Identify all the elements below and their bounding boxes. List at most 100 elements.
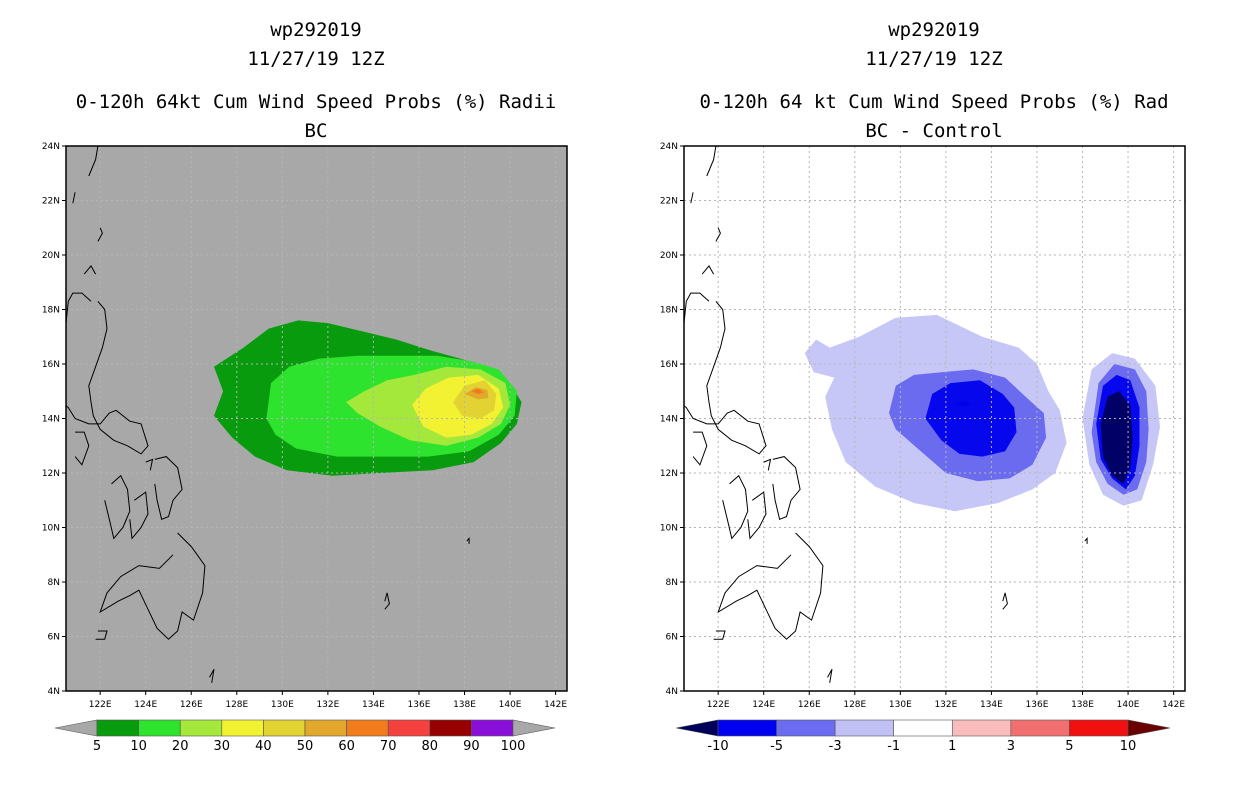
right-coastline-16 bbox=[706, 146, 717, 177]
left-legend-swatch-1 bbox=[138, 719, 181, 737]
right-legend-low-arrow bbox=[675, 719, 719, 737]
right-legend-label-7: 10 bbox=[1120, 739, 1137, 754]
left-legend-low-arrow bbox=[54, 719, 98, 737]
right-y-tick-label-4: 12N bbox=[660, 469, 678, 479]
right-contour-level-6 bbox=[955, 400, 971, 407]
left-y-tick-label-10: 24N bbox=[42, 142, 60, 152]
left-y-tick-label-4: 12N bbox=[42, 469, 60, 479]
right-subtitle-line-1: 0-120h 64 kt Cum Wind Speed Probs (%) bbox=[699, 91, 1123, 113]
right-x-tick-label-10: 142E bbox=[1162, 700, 1185, 710]
left-legend-swatch-5 bbox=[304, 719, 347, 737]
left-coastline-8 bbox=[95, 630, 108, 640]
left-legend-swatch-3 bbox=[221, 719, 264, 737]
right-coastline-6 bbox=[692, 431, 708, 466]
left-y-tick-label-5: 14N bbox=[42, 415, 60, 425]
left-legend-swatch-4 bbox=[263, 719, 306, 737]
right-y-tick-label-3: 10N bbox=[660, 524, 678, 534]
left-legend-label-9: 90 bbox=[463, 739, 480, 754]
right-coastline-11 bbox=[763, 458, 772, 471]
left-title-line-2: 11/27/19 12Z bbox=[247, 48, 385, 70]
right-subtitle-line-2: Rad BC - Control bbox=[865, 91, 1169, 142]
left-y-tick-label-6: 16N bbox=[42, 360, 60, 370]
left-legend-swatch-8 bbox=[429, 719, 472, 737]
left-subtitle-line-1: 0-120h 64kt Cum Wind Speed Probs (%) bbox=[75, 91, 488, 113]
right-legend-label-3: -1 bbox=[887, 739, 900, 754]
right-y-tick-label-0: 4N bbox=[666, 687, 678, 697]
left-x-tick-label-4: 130E bbox=[271, 700, 294, 710]
right-x-tick-label-0: 122E bbox=[707, 700, 730, 710]
left-y-tick-label-3: 10N bbox=[42, 524, 60, 534]
right-coastline-12 bbox=[1002, 592, 1008, 610]
right-legend-label-4: 1 bbox=[948, 739, 956, 754]
right-coastline-14 bbox=[1084, 537, 1088, 544]
right-legend-label-6: 5 bbox=[1065, 739, 1073, 754]
right-coastline-15 bbox=[690, 192, 694, 204]
left-x-tick-label-5: 132E bbox=[316, 700, 339, 710]
right-y-tick-label-9: 22N bbox=[660, 197, 678, 207]
left-legend-label-6: 60 bbox=[338, 739, 355, 754]
left-y-tick-label-7: 18N bbox=[42, 306, 60, 316]
right-y-tick-label-2: 8N bbox=[666, 578, 678, 588]
left-legend-label-8: 80 bbox=[422, 739, 439, 754]
left-x-tick-label-0: 122E bbox=[89, 700, 112, 710]
right-y-tick-label-10: 24N bbox=[660, 142, 678, 152]
right-legend-swatch-0 bbox=[717, 719, 777, 737]
left-coastline-6 bbox=[74, 431, 90, 466]
right-legend-label-1: -5 bbox=[770, 739, 783, 754]
left-chart-title: wp292019 11/27/19 12Z bbox=[66, 16, 566, 74]
right-contour-level-7 bbox=[1100, 391, 1133, 484]
left-coastline-10 bbox=[83, 265, 97, 275]
right-coastline-13 bbox=[827, 668, 833, 683]
left-y-tick-label-2: 8N bbox=[48, 578, 60, 588]
right-legend-swatch-6 bbox=[1069, 719, 1129, 737]
right-chart-subtitle: 0-120h 64 kt Cum Wind Speed Probs (%) Ra… bbox=[684, 88, 1184, 146]
right-y-tick-label-7: 18N bbox=[660, 306, 678, 316]
left-x-tick-label-9: 140E bbox=[499, 700, 522, 710]
left-legend-label-4: 40 bbox=[255, 739, 272, 754]
left-x-tick-label-7: 136E bbox=[408, 700, 431, 710]
right-y-tick-label-8: 20N bbox=[660, 251, 678, 261]
right-chart-title: wp292019 11/27/19 12Z bbox=[684, 16, 1184, 74]
right-y-tick-label-6: 16N bbox=[660, 360, 678, 370]
left-coastline-3 bbox=[129, 491, 149, 540]
left-coastline-16 bbox=[88, 146, 99, 177]
left-legend: 5 10 20 30 40 50 60 70 80 90 100 bbox=[54, 719, 556, 754]
right-coastline-2 bbox=[722, 474, 749, 540]
left-legend-swatch-0 bbox=[96, 719, 139, 737]
right-x-tick-label-1: 124E bbox=[752, 700, 775, 710]
right-title-line-1: wp292019 bbox=[888, 19, 980, 41]
left-plot-area bbox=[66, 146, 567, 691]
left-legend-swatch-2 bbox=[179, 719, 223, 737]
right-coastline-9 bbox=[715, 227, 721, 242]
right-coastline-5 bbox=[609, 489, 666, 571]
left-legend-label-3: 30 bbox=[214, 739, 231, 754]
left-map-panel: 122E 124E 126E 128E 130E 132E 134E 136E 138E 140E… bbox=[42, 142, 568, 754]
right-legend-label-5: 3 bbox=[1007, 739, 1015, 754]
right-legend-high-arrow bbox=[1127, 719, 1171, 737]
right-x-tick-label-3: 128E bbox=[843, 700, 866, 710]
right-legend-swatch-3 bbox=[893, 719, 953, 737]
left-x-tick-label-3: 128E bbox=[225, 700, 248, 710]
right-coastline-1 bbox=[772, 456, 801, 520]
left-legend-swatch-6 bbox=[346, 719, 389, 737]
right-coastline-3 bbox=[747, 491, 767, 540]
right-legend-label-0: -10 bbox=[707, 739, 728, 754]
left-coastline-15 bbox=[72, 192, 76, 204]
left-y-tick-label-1: 6N bbox=[48, 633, 60, 643]
right-x-tick-label-9: 140E bbox=[1117, 700, 1140, 710]
left-coastline-1 bbox=[154, 456, 183, 520]
right-legend-swatch-2 bbox=[834, 719, 895, 737]
left-coastline-12 bbox=[384, 592, 390, 610]
left-y-tick-label-8: 20N bbox=[42, 251, 60, 261]
left-coastline-14 bbox=[466, 537, 470, 544]
left-title-line-1: wp292019 bbox=[270, 19, 362, 41]
right-x-tick-label-5: 132E bbox=[934, 700, 957, 710]
left-x-tick-label-8: 138E bbox=[453, 700, 476, 710]
left-legend-label-10: 100 bbox=[501, 739, 526, 754]
left-legend-label-0: 5 bbox=[93, 739, 101, 754]
right-coastline-4 bbox=[717, 532, 824, 640]
left-x-tick-label-6: 134E bbox=[362, 700, 385, 710]
left-contour-level-6 bbox=[471, 388, 484, 394]
left-legend-label-2: 20 bbox=[172, 739, 189, 754]
right-coastline-0 bbox=[684, 292, 767, 455]
